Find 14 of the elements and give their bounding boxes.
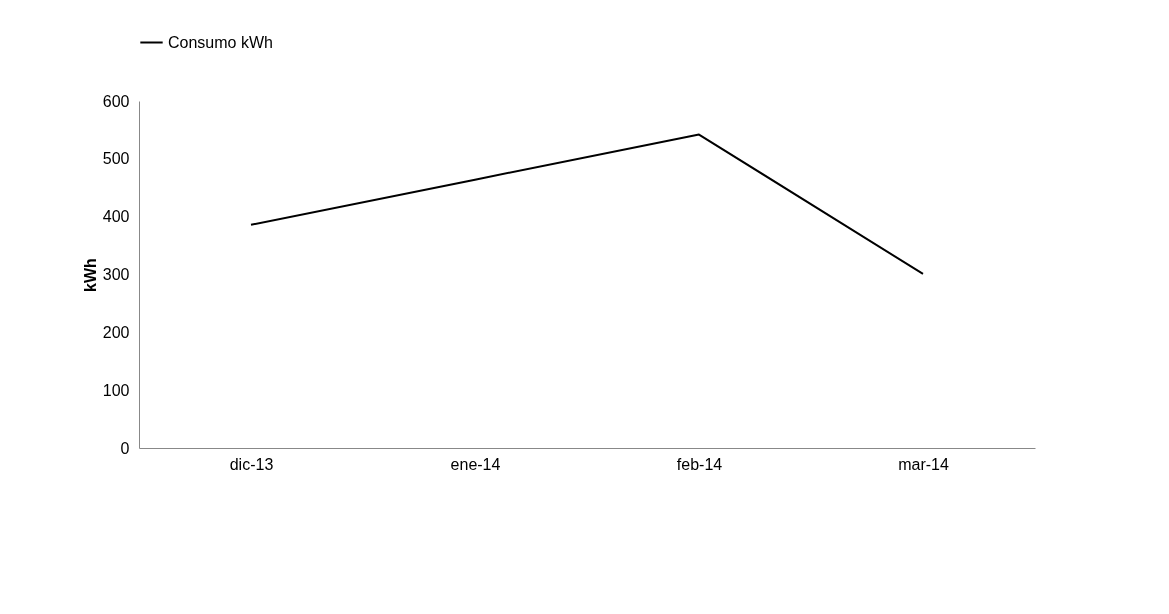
y-tick-label: 100 [102,381,130,399]
y-tick-label: 0 [120,439,130,457]
legend-label: Consumo kWh [168,33,273,51]
y-tick-label: 500 [102,150,130,168]
y-tick-label: 400 [102,208,130,226]
x-tick-label: mar-14 [898,455,949,473]
line-series [250,133,924,275]
y-tick-label: 300 [102,266,130,283]
x-tick-label: feb-14 [676,455,723,473]
y-tick-label: 200 [102,323,130,341]
y-axis-title: kWh [81,258,99,292]
x-tick-label: dic-13 [229,455,274,473]
x-tick-label: ene-14 [450,455,501,473]
y-tick-label: 600 [102,92,130,110]
